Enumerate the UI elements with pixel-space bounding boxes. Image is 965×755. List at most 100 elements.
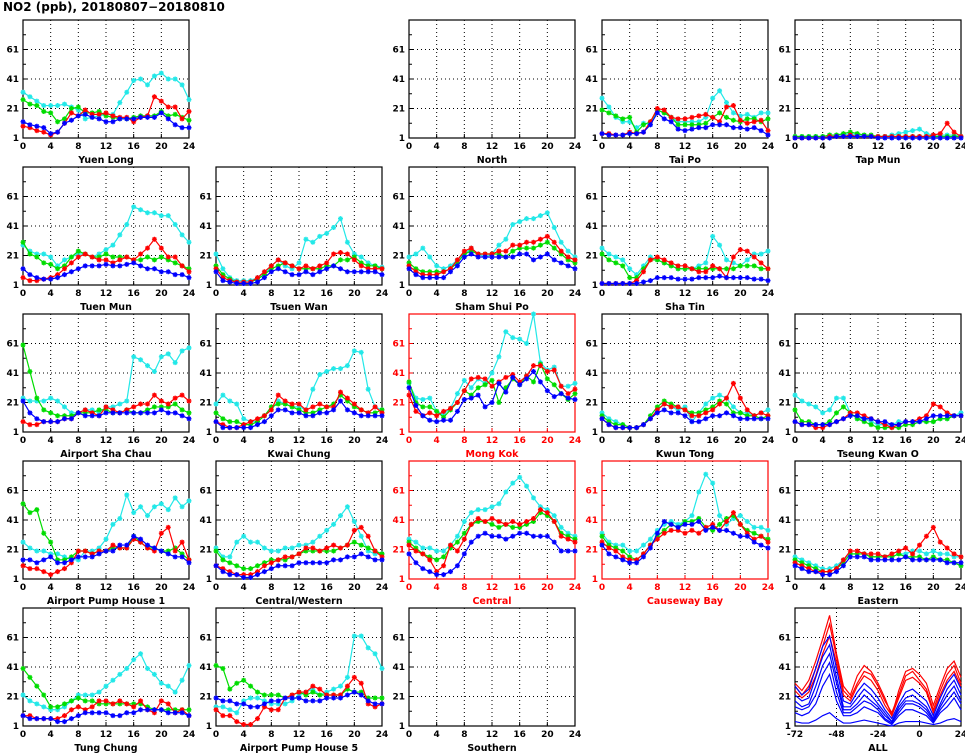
data-point-blue: [951, 560, 957, 566]
data-point-green: [48, 261, 54, 267]
data-point-green: [379, 695, 385, 701]
x-tick-label: 4: [434, 730, 440, 740]
x-tick-label: 24: [183, 583, 196, 593]
data-point-green: [461, 251, 467, 257]
data-point-cyan: [834, 395, 839, 401]
data-point-cyan: [496, 501, 502, 507]
data-point-green: [531, 245, 536, 251]
data-point-green: [165, 707, 171, 713]
data-point-blue: [27, 410, 33, 416]
data-point-green: [96, 407, 102, 413]
data-point-cyan: [172, 689, 178, 695]
data-point-blue: [317, 698, 323, 704]
data-point-green: [854, 551, 860, 557]
data-point-green: [710, 404, 716, 410]
y-tick-label: 21: [392, 105, 405, 115]
data-point-blue: [613, 554, 619, 560]
data-point-blue: [172, 272, 178, 278]
data-point-red: [27, 422, 33, 428]
data-point-cyan: [117, 671, 123, 677]
data-point-red: [565, 536, 571, 542]
data-point-blue: [138, 707, 144, 713]
data-point-blue: [551, 257, 557, 263]
data-point-cyan: [717, 88, 723, 94]
y-tick-label: 21: [778, 105, 791, 115]
data-point-cyan: [41, 704, 47, 710]
data-point-green: [358, 689, 364, 695]
data-point-green: [682, 518, 688, 524]
data-point-blue: [537, 254, 543, 260]
data-point-blue: [668, 275, 674, 281]
data-point-blue: [213, 563, 219, 569]
all-series-line-red: [794, 634, 962, 717]
data-point-green: [20, 501, 26, 507]
data-point-cyan: [427, 545, 433, 551]
data-point-blue: [131, 710, 137, 716]
data-point-cyan: [179, 82, 185, 88]
data-point-red: [75, 548, 81, 554]
data-point-red: [82, 707, 88, 713]
data-point-red: [792, 560, 798, 566]
data-point-green: [724, 516, 729, 522]
data-point-green: [27, 251, 33, 257]
data-point-cyan: [344, 363, 350, 369]
data-point-red: [41, 129, 47, 135]
data-point-green: [103, 701, 109, 707]
data-point-blue: [641, 279, 646, 285]
data-point-blue: [186, 416, 192, 422]
data-point-blue: [248, 281, 254, 287]
data-point-cyan: [165, 213, 171, 219]
data-point-green: [765, 116, 771, 122]
data-point-cyan: [923, 551, 929, 557]
data-point-green: [710, 266, 716, 272]
data-point-red: [138, 251, 144, 257]
panel-title: Kwun Tong: [656, 449, 714, 460]
x-tick-label: 20: [155, 289, 168, 299]
data-point-green: [89, 698, 95, 704]
data-point-blue: [544, 388, 550, 394]
x-tick-label: 16: [127, 289, 140, 299]
data-point-blue: [792, 419, 798, 425]
data-point-red: [82, 548, 88, 554]
data-point-red: [682, 530, 688, 536]
plot-frame: [408, 607, 576, 727]
data-point-blue: [420, 566, 426, 572]
y-tick-label: 21: [585, 546, 598, 556]
data-point-green: [275, 401, 281, 407]
data-point-blue: [317, 269, 323, 275]
data-point-cyan: [117, 100, 123, 106]
data-point-green: [544, 239, 550, 245]
data-point-red: [434, 569, 440, 575]
data-point-cyan: [131, 510, 137, 516]
data-point-blue: [261, 701, 267, 707]
y-tick-label: 61: [6, 46, 19, 56]
data-point-blue: [537, 379, 543, 385]
data-point-red: [531, 239, 536, 245]
data-point-red: [661, 107, 667, 113]
data-point-green: [468, 248, 474, 254]
x-tick-label: 24: [376, 583, 389, 593]
y-tick-label: 61: [585, 340, 598, 350]
data-point-red: [475, 516, 481, 522]
data-point-red: [937, 131, 943, 137]
data-point-blue: [68, 269, 74, 275]
data-point-red: [165, 524, 171, 530]
data-point-red: [282, 260, 288, 266]
data-point-blue: [41, 125, 47, 131]
data-point-blue: [41, 557, 47, 563]
data-point-red: [572, 539, 578, 545]
data-point-blue: [234, 701, 240, 707]
data-point-blue: [847, 134, 853, 140]
data-point-red: [923, 533, 929, 539]
data-point-red: [365, 701, 371, 707]
data-point-blue: [758, 416, 764, 422]
data-point-blue: [62, 560, 67, 566]
data-point-blue: [179, 554, 185, 560]
x-tick-label: 16: [899, 583, 912, 593]
data-point-blue: [296, 560, 302, 566]
x-tick-label: 24: [569, 730, 582, 740]
data-point-cyan: [151, 671, 157, 677]
data-point-green: [165, 113, 171, 119]
panel-title: Tuen Mun: [80, 302, 132, 313]
